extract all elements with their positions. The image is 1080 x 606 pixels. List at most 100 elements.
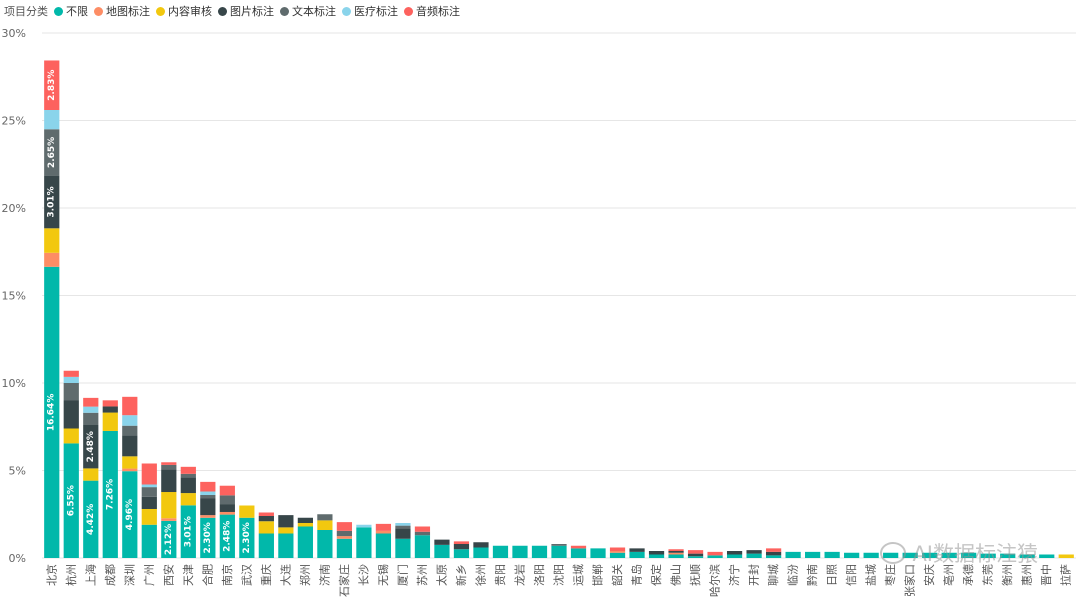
bar-segment[interactable] <box>317 520 333 530</box>
bar-segment[interactable] <box>1058 554 1074 559</box>
bar-segment[interactable] <box>473 542 489 548</box>
bar-segment[interactable] <box>453 541 470 544</box>
bar-segment[interactable] <box>180 466 196 474</box>
bar-segment[interactable] <box>83 425 99 469</box>
bar-segment[interactable] <box>200 491 216 496</box>
bar-segment[interactable] <box>609 547 626 552</box>
bar-segment[interactable] <box>278 527 294 534</box>
bar-segment[interactable] <box>63 400 79 429</box>
bar-segment[interactable] <box>570 548 587 558</box>
bar-segment[interactable] <box>395 528 411 539</box>
bar-segment[interactable] <box>63 370 79 377</box>
bar-segment[interactable] <box>63 443 79 558</box>
bar-segment[interactable] <box>297 526 313 559</box>
bar-segment[interactable] <box>161 492 177 519</box>
bar-segment[interactable] <box>180 477 196 494</box>
bar-segment[interactable] <box>375 523 392 531</box>
bar-segment[interactable] <box>395 523 411 526</box>
bar-segment[interactable] <box>492 545 509 558</box>
bar-segment[interactable] <box>219 511 235 515</box>
bar-segment[interactable] <box>356 527 372 558</box>
bar-segment[interactable] <box>219 504 235 512</box>
bar-segment[interactable] <box>453 549 470 558</box>
bar-segment[interactable] <box>122 456 138 469</box>
bar-segment[interactable] <box>219 495 235 505</box>
bar-segment[interactable] <box>83 412 99 425</box>
bar-segment[interactable] <box>375 533 392 559</box>
bar-segment[interactable] <box>902 552 918 558</box>
bar-segment[interactable] <box>141 496 157 509</box>
bar-segment[interactable] <box>219 514 235 558</box>
bar-segment[interactable] <box>161 520 177 558</box>
bar-segment[interactable] <box>278 533 294 559</box>
bar-segment[interactable] <box>765 551 782 556</box>
bar-segment[interactable] <box>395 525 411 529</box>
bar-segment[interactable] <box>141 463 157 485</box>
bar-segment[interactable] <box>44 60 60 110</box>
bar-segment[interactable] <box>590 548 606 558</box>
bar-segment[interactable] <box>941 552 957 558</box>
bar-segment[interactable] <box>297 517 313 523</box>
bar-segment[interactable] <box>63 428 79 444</box>
bar-segment[interactable] <box>395 538 411 558</box>
bar-segment[interactable] <box>356 524 372 528</box>
bar-segment[interactable] <box>258 533 274 559</box>
bar-segment[interactable] <box>141 487 157 497</box>
bar-segment[interactable] <box>83 468 99 481</box>
bar-segment[interactable] <box>336 522 353 531</box>
bar-segment[interactable] <box>44 266 60 558</box>
bar-segment[interactable] <box>180 493 196 506</box>
bar-segment[interactable] <box>414 535 431 558</box>
bar-segment[interactable] <box>317 514 333 521</box>
bar-segment[interactable] <box>668 554 684 559</box>
bar-segment[interactable] <box>687 556 704 558</box>
legend-item[interactable]: 文本标注 <box>280 3 336 19</box>
bar-segment[interactable] <box>785 551 801 558</box>
bar-segment[interactable] <box>239 505 255 518</box>
bar-segment[interactable] <box>336 530 353 537</box>
bar-segment[interactable] <box>336 538 353 558</box>
legend-item[interactable]: 地图标注 <box>94 3 150 19</box>
bar-segment[interactable] <box>122 415 138 426</box>
bar-segment[interactable] <box>922 552 938 558</box>
bar-segment[interactable] <box>765 555 782 558</box>
bar-segment[interactable] <box>161 464 177 470</box>
bar-segment[interactable] <box>1019 554 1035 559</box>
bar-segment[interactable] <box>258 516 274 522</box>
bar-segment[interactable] <box>122 396 138 416</box>
bar-segment[interactable] <box>570 545 587 549</box>
bar-segment[interactable] <box>161 462 177 465</box>
bar-segment[interactable] <box>980 553 996 558</box>
bar-segment[interactable] <box>961 552 977 558</box>
bar-segment[interactable] <box>707 551 723 556</box>
bar-segment[interactable] <box>102 430 118 558</box>
bar-segment[interactable] <box>102 412 118 431</box>
bar-segment[interactable] <box>239 517 255 558</box>
bar-segment[interactable] <box>551 545 567 558</box>
bar-segment[interactable] <box>161 469 177 493</box>
bar-segment[interactable] <box>200 481 216 492</box>
bar-segment[interactable] <box>258 512 274 517</box>
bar-segment[interactable] <box>375 530 392 534</box>
bar-segment[interactable] <box>141 524 157 558</box>
bar-segment[interactable] <box>765 548 782 552</box>
legend-item[interactable]: 图片标注 <box>218 3 274 19</box>
bar-segment[interactable] <box>1039 554 1055 559</box>
bar-segment[interactable] <box>609 552 626 558</box>
bar-segment[interactable] <box>122 468 138 472</box>
bar-segment[interactable] <box>200 495 216 499</box>
bar-segment[interactable] <box>122 425 138 436</box>
bar-segment[interactable] <box>102 406 118 413</box>
legend-item[interactable]: 不限 <box>54 3 88 19</box>
bar-segment[interactable] <box>180 505 196 558</box>
bar-segment[interactable] <box>44 175 60 229</box>
legend-item[interactable]: 音频标注 <box>404 3 460 19</box>
bar-segment[interactable] <box>707 555 723 558</box>
bar-segment[interactable] <box>863 552 879 558</box>
bar-segment[interactable] <box>297 523 313 527</box>
bar-segment[interactable] <box>531 545 548 558</box>
bar-segment[interactable] <box>629 551 645 558</box>
bar-segment[interactable] <box>844 552 860 558</box>
bar-segment[interactable] <box>200 498 216 516</box>
bar-segment[interactable] <box>609 551 626 553</box>
